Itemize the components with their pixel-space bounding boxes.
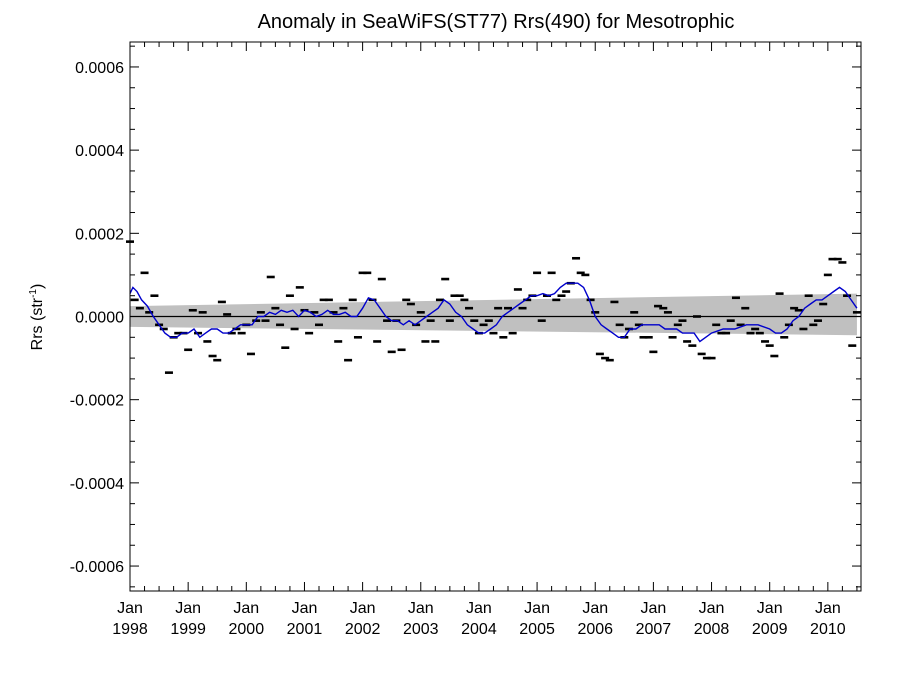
y-axis-label-close: ) [29, 284, 46, 289]
x-tick-label-year: 2001 [287, 621, 323, 638]
chart-title: Anomaly in SeaWiFS(ST77) Rrs(490) for Me… [258, 11, 735, 33]
x-tick-label-month: Jan [699, 600, 725, 617]
x-tick-label-year: 2008 [694, 621, 730, 638]
y-tick-label: -0.0006 [70, 559, 124, 576]
x-tick-label-month: Jan [408, 600, 434, 617]
y-axis-label: Rrs (str-1) [28, 284, 46, 351]
x-tick-label-year: 2002 [345, 621, 381, 638]
x-tick-label-year: 2006 [577, 621, 613, 638]
x-tick-label-year: 1999 [170, 621, 206, 638]
x-tick-label-month: Jan [757, 600, 783, 617]
x-tick-label-month: Jan [117, 600, 143, 617]
y-tick-label: -0.0004 [70, 476, 124, 493]
x-tick-label-month: Jan [640, 600, 666, 617]
x-tick-label-month: Jan [524, 600, 550, 617]
x-tick-label-year: 2009 [752, 621, 788, 638]
y-tick-label: 0.0006 [75, 60, 124, 77]
y-axis-label-superscript: -1 [28, 289, 39, 298]
smoothed-line [129, 282, 858, 343]
y-tick-label: 0.0002 [75, 226, 124, 243]
x-tick-label-year: 2005 [519, 621, 555, 638]
x-tick-label-month: Jan [233, 600, 259, 617]
x-tick-label-year: 1998 [112, 621, 148, 638]
x-tick-label-year: 2000 [229, 621, 265, 638]
x-tick-label-month: Jan [350, 600, 376, 617]
x-tick-label-year: 2010 [810, 621, 846, 638]
x-tick-label-year: 2004 [461, 621, 497, 638]
x-tick-label-month: Jan [582, 600, 608, 617]
x-tick-label-month: Jan [175, 600, 201, 617]
x-tick-label-year: 2003 [403, 621, 439, 638]
x-tick-label-month: Jan [466, 600, 492, 617]
y-tick-label: -0.0002 [70, 393, 124, 410]
y-tick-label: 0.0000 [75, 310, 124, 327]
smoothed-anomaly-layer [129, 282, 858, 343]
y-tick-label: 0.0004 [75, 143, 124, 160]
x-tick-label-month: Jan [292, 600, 318, 617]
x-tick-label-month: Jan [815, 600, 841, 617]
y-axis-label-main: Rrs (str [29, 297, 46, 350]
x-tick-label-year: 2007 [636, 621, 672, 638]
axes-layer: 0.0006 0.0004 0.0002 0.0000 -0.0002 -0.0004 -0… [70, 41, 862, 638]
